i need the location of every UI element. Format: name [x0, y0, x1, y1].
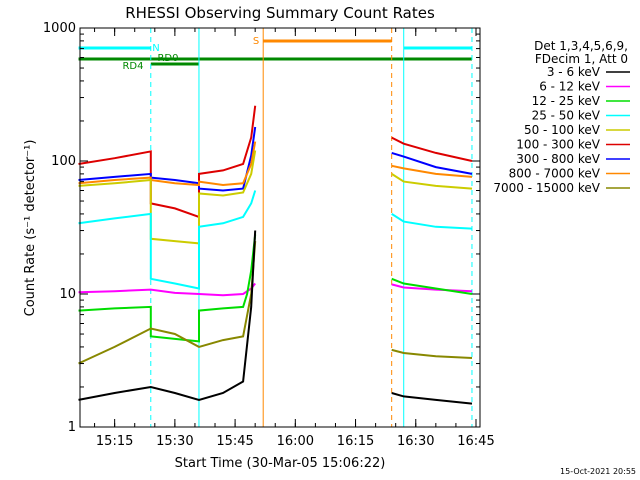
flag-label-rd4: RD4	[122, 61, 143, 72]
y-axis-label: Count Rate (s⁻¹ detector⁻¹)	[23, 140, 38, 317]
x-ticks: 15:15 15:30 15:45 16:00 16:15 16:30 16:45	[94, 28, 495, 449]
legend-label: 3 - 6 keV	[547, 65, 601, 79]
series-line-3-6-kev	[78, 230, 257, 401]
footer-timestamp: 15-Oct-2021 20:55	[560, 467, 636, 476]
x-tick-label: 16:45	[457, 434, 494, 449]
y-ticks: 1 10 100 1000	[43, 21, 480, 435]
series-line-800-7000-kev	[78, 141, 257, 187]
series-line-50-100-kev	[78, 150, 257, 245]
x-tick-label: 15:45	[216, 434, 253, 449]
x-tick-label: 16:00	[277, 434, 314, 449]
y-tick-label: 100	[51, 154, 76, 169]
legend-label: 7000 - 15000 keV	[493, 181, 600, 195]
series-line-12-25-kev	[78, 234, 257, 343]
legend-header: FDecim 1, Att 0	[535, 52, 628, 66]
series-line-25-50-kev	[391, 213, 473, 230]
series-line-12-25-kev	[391, 277, 473, 295]
legend-label: 6 - 12 keV	[539, 80, 601, 94]
legend-label: 25 - 50 keV	[532, 109, 601, 123]
legend-label: 12 - 25 keV	[532, 94, 601, 108]
series-line-25-50-kev	[78, 190, 257, 290]
legend-label: 100 - 300 keV	[516, 138, 600, 152]
series-line-300-800-kev	[391, 151, 473, 175]
flag-label-s: S	[253, 36, 259, 47]
y-tick-label: 1000	[43, 21, 76, 36]
series-line-6-12-kev	[78, 282, 256, 297]
x-axis-label: Start Time (30-Mar-05 15:06:22)	[175, 456, 386, 471]
chart-title: RHESSI Observing Summary Count Rates	[125, 4, 435, 22]
x-tick-label: 15:30	[156, 434, 193, 449]
x-tick-label: 16:30	[397, 434, 434, 449]
legend-label: 300 - 800 keV	[516, 152, 600, 166]
y-tick-label: 1	[68, 420, 76, 435]
x-tick-label: 16:15	[337, 434, 374, 449]
data-series	[78, 105, 473, 405]
legend-label: 50 - 100 keV	[524, 123, 601, 137]
axes	[79, 27, 481, 428]
series-line-100-300-kev	[391, 136, 473, 162]
series-line-50-100-kev	[391, 173, 473, 190]
legend: Det 1,3,4,5,6,9,FDecim 1, Att 03 - 6 keV…	[493, 39, 630, 195]
flag-label-n: N	[152, 43, 159, 54]
x-tick-label: 15:15	[96, 434, 133, 449]
series-line-7000-15000-kev	[78, 241, 257, 365]
plot-frame	[79, 27, 481, 428]
series-line-100-300-kev	[78, 105, 257, 219]
series-line-800-7000-kev	[391, 164, 473, 178]
legend-label: 800 - 7000 keV	[509, 167, 601, 181]
y-tick-label: 10	[59, 287, 76, 302]
series-line-3-6-kev	[391, 392, 473, 405]
legend-header: Det 1,3,4,5,6,9,	[534, 39, 628, 53]
series-line-7000-15000-kev	[391, 348, 473, 359]
status-flags: NRD0RD4S	[78, 36, 472, 72]
